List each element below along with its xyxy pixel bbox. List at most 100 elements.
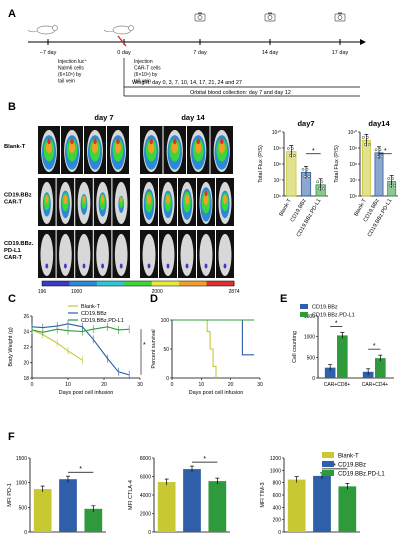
chart-B-day7-point (307, 175, 311, 178)
legend-e-swatch-0 (300, 304, 308, 309)
chart-E-bar (362, 371, 374, 378)
chart-D-ytick-label: 0 (166, 376, 169, 382)
mouse-silhouette (96, 233, 109, 277)
camera-icon (334, 12, 346, 22)
chart-B-day14-ytick-label: 10¹⁰ (348, 130, 357, 136)
signal-core (119, 196, 123, 203)
chart-F1-bar-0 (33, 489, 52, 532)
mouse-image-d7 (112, 178, 130, 226)
mouse-image-d7 (107, 126, 129, 174)
signal-trace (166, 263, 170, 269)
chart-E-sig-star: * (373, 343, 376, 350)
chart-F2-bar-2 (208, 481, 227, 532)
mouse-image-d14 (140, 126, 163, 174)
signal-trace (223, 263, 227, 269)
mouse-syringe-icon (103, 25, 134, 47)
chart-C-sig-star: * (143, 342, 146, 349)
chart-F3-bar-1 (313, 475, 331, 532)
legend-c-label-1: CD19.BBz (81, 311, 107, 317)
legend-f-label-2: CD19.BBz.PD-L1 (338, 472, 385, 478)
mouse-tail (103, 29, 114, 33)
legend-f-label-0: Blank-T (338, 454, 359, 460)
mouse-silhouette (161, 233, 175, 277)
chart-B-day14-ytick-label: 10⁶ (349, 194, 357, 200)
mouse-silhouette (218, 233, 232, 277)
chart-B-day7-point (289, 154, 292, 157)
chart-F1-ytick-label: 1000 (16, 481, 27, 487)
colorbar-label: 2000 (152, 289, 163, 295)
mouse-image-d7 (38, 230, 56, 278)
panel-letter-f: F (8, 431, 15, 443)
chart-F3-bar-2 (338, 486, 357, 532)
mouse-image-d7 (56, 230, 75, 278)
chart-B-day14-title: day14 (368, 119, 390, 128)
chart-F1-bar-1 (59, 479, 77, 532)
timeline-label-3: 14 day (262, 50, 279, 56)
mouse-image-d14 (178, 230, 196, 278)
timeline-desc-0: (6×10⁵) by (58, 72, 82, 78)
chart-B-day14-point (387, 177, 390, 180)
timeline-label-2: 7 day (193, 50, 207, 56)
legend-c-label-2: CD19.BBz.PD-L1 (81, 318, 124, 324)
mouse-image-d14 (210, 126, 233, 174)
chart-F3-bar-0 (287, 479, 306, 532)
chart-B-day7-point (293, 154, 296, 157)
signal-core (171, 141, 178, 154)
row-label-1: CD19.BBz (4, 193, 32, 199)
panel-letter-b: B (8, 101, 16, 113)
mouse-image-d14 (159, 230, 177, 278)
signal-core (45, 195, 49, 204)
colorbar-label: 2874 (228, 289, 239, 295)
colorbar-segment (124, 281, 153, 286)
chart-E-bar (375, 358, 386, 378)
signal-trace (147, 263, 151, 269)
mouse-head (52, 25, 58, 31)
chart-B-day14-bar-1 (374, 152, 384, 197)
chart-D-xtick-label: 10 (199, 382, 205, 388)
chart-F2-bar-0 (157, 482, 176, 532)
legend-f-swatch-1 (322, 461, 334, 467)
chart-F2-ylabel: MFI CTLA-4 (128, 480, 134, 510)
chart-F1-ytick-label: 1500 (16, 456, 27, 462)
signal-core (45, 141, 53, 154)
chart-C-xtick-label: 0 (31, 382, 34, 388)
mouse-image-d14 (187, 126, 210, 174)
signal-core (68, 141, 76, 154)
chart-E-ylabel: Cell counting (292, 331, 298, 363)
legend-e-swatch-1 (300, 312, 308, 317)
chart-B-day14-bar-0 (361, 139, 371, 197)
chart-F1-sig-star: * (79, 466, 82, 473)
chart-B-day14-ylabel: Total Flux (P/S) (334, 145, 340, 183)
chart-C-ytick-label: 18 (23, 376, 29, 382)
legend-e-label-0: CD19.BBz (312, 305, 338, 311)
colorbar-frame (41, 280, 235, 287)
mouse-silhouette (180, 233, 194, 277)
chart-B-day7-point (305, 168, 309, 171)
signal-core (148, 141, 155, 154)
mouse-image-d7 (112, 230, 130, 278)
camera-lens (267, 15, 273, 20)
chart-F1-ylabel: MFI PD-1 (7, 483, 13, 507)
signal-peak (70, 138, 74, 145)
panel-letter-c: C (8, 293, 16, 305)
panel-letter-a: A (8, 8, 16, 20)
chart-F2-ytick-label: 2000 (140, 512, 151, 518)
signal-trace (119, 263, 123, 269)
chart-F2-ytick-label: 8000 (140, 456, 151, 462)
chart-B-day7-point (322, 187, 325, 191)
mouse-silhouette (199, 233, 213, 277)
chart-D-xtick-label: 0 (171, 382, 174, 388)
signal-core (218, 141, 225, 154)
chart-B-day14-sig-star: * (384, 148, 387, 155)
chart-F3-ytick-label: 200 (273, 518, 282, 524)
chart-D-ylabel: Percent survival (151, 329, 157, 368)
chart-F1-bar-2 (84, 508, 103, 532)
signal-core (91, 141, 99, 154)
chart-F3-ytick-label: 1000 (270, 468, 281, 474)
mouse-image-d7 (56, 178, 75, 226)
signal-core (222, 194, 228, 205)
chart-E-ytick-label: 1500 (304, 314, 315, 320)
mouse-image-d14 (216, 178, 234, 226)
chart-F2-ytick-label: 4000 (140, 493, 151, 499)
chart-B-day7-point (320, 180, 323, 184)
